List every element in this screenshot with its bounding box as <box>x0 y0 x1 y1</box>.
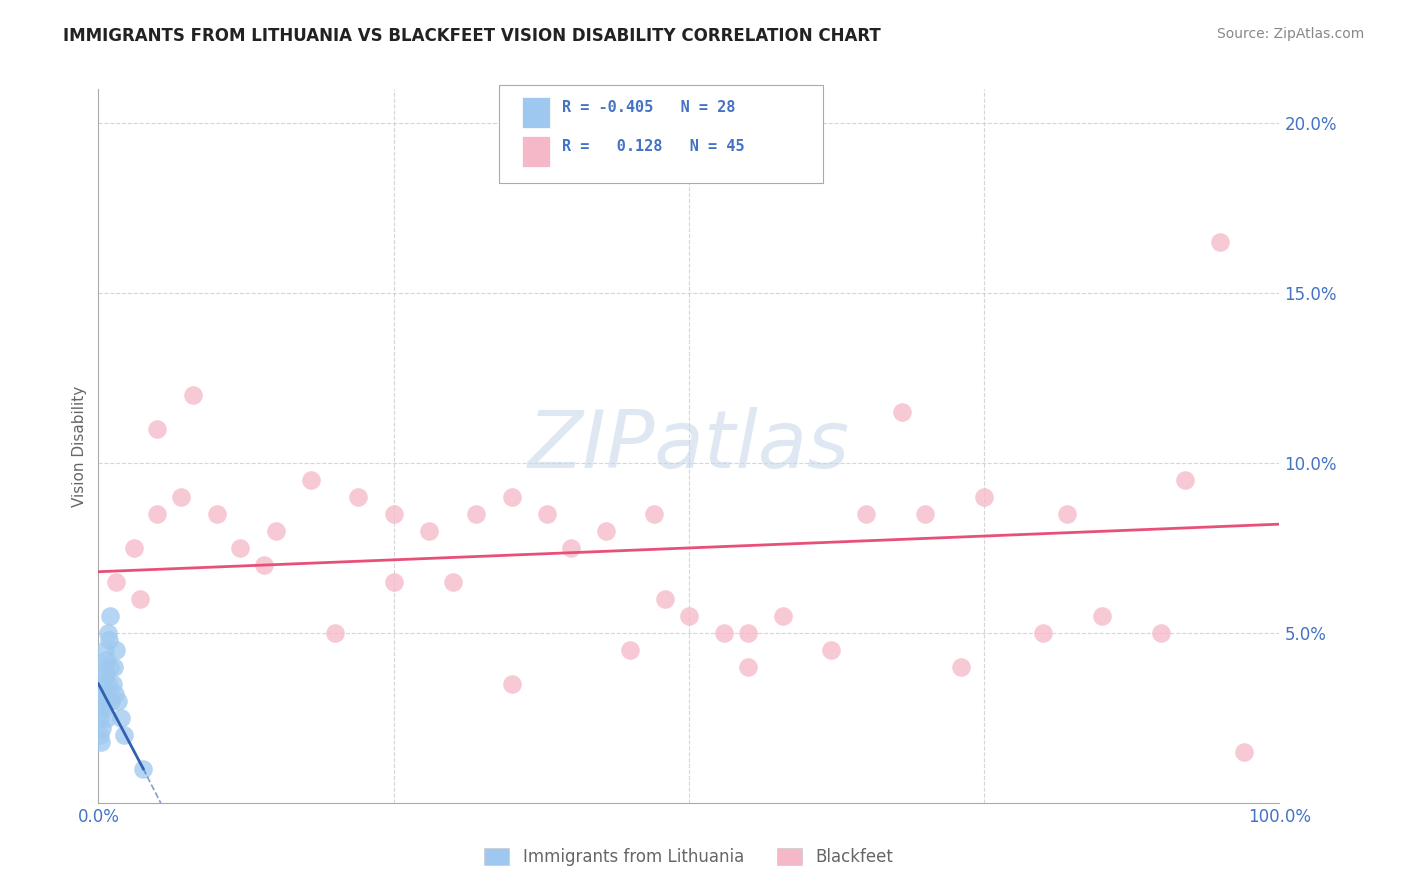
Point <box>595 524 617 538</box>
Point <box>96 694 118 708</box>
Point <box>1032 626 1054 640</box>
Point <box>132 762 155 776</box>
Point <box>737 626 759 640</box>
Point <box>501 677 523 691</box>
Y-axis label: Vision Disability: Vision Disability <box>72 385 87 507</box>
Point <box>949 660 972 674</box>
Point <box>107 694 129 708</box>
Point <box>347 490 370 504</box>
Point <box>146 422 169 436</box>
Point <box>93 700 115 714</box>
Point <box>1150 626 1173 640</box>
Point <box>264 524 287 538</box>
Point <box>973 490 995 504</box>
Point <box>855 507 877 521</box>
Point <box>97 677 120 691</box>
Point <box>418 524 440 538</box>
Legend: Immigrants from Lithuania, Blackfeet: Immigrants from Lithuania, Blackfeet <box>478 841 900 873</box>
Point <box>465 507 488 521</box>
Point <box>441 574 464 589</box>
Text: Source: ZipAtlas.com: Source: ZipAtlas.com <box>1216 27 1364 41</box>
Point <box>98 608 121 623</box>
Point <box>170 490 193 504</box>
Point <box>89 728 111 742</box>
Point <box>890 405 912 419</box>
Point <box>97 626 120 640</box>
Point <box>678 608 700 623</box>
Point <box>98 660 121 674</box>
Point <box>382 507 405 521</box>
Point <box>91 660 114 674</box>
Point <box>536 507 558 521</box>
Point <box>93 687 115 701</box>
Point <box>90 694 112 708</box>
Text: IMMIGRANTS FROM LITHUANIA VS BLACKFEET VISION DISABILITY CORRELATION CHART: IMMIGRANTS FROM LITHUANIA VS BLACKFEET V… <box>63 27 882 45</box>
Point <box>914 507 936 521</box>
Point <box>94 666 117 681</box>
Point <box>1233 745 1256 759</box>
Point <box>89 711 111 725</box>
Point <box>1056 507 1078 521</box>
Point <box>112 728 135 742</box>
Text: R =   0.128   N = 45: R = 0.128 N = 45 <box>562 139 745 154</box>
Point <box>253 558 276 572</box>
Point <box>90 734 112 748</box>
Point <box>100 694 122 708</box>
Text: R = -0.405   N = 28: R = -0.405 N = 28 <box>562 100 735 115</box>
Point <box>501 490 523 504</box>
Point <box>98 632 121 647</box>
Point <box>105 574 128 589</box>
Point <box>229 541 252 555</box>
Point <box>96 711 118 725</box>
Point <box>654 591 676 606</box>
Point <box>560 541 582 555</box>
Point <box>299 473 322 487</box>
Point <box>205 507 228 521</box>
Point <box>181 388 204 402</box>
Point <box>105 643 128 657</box>
Point <box>1174 473 1197 487</box>
Point <box>737 660 759 674</box>
Point <box>101 677 124 691</box>
Point <box>1091 608 1114 623</box>
Point <box>104 687 127 701</box>
Point <box>643 507 665 521</box>
Point <box>110 711 132 725</box>
Point <box>323 626 346 640</box>
Point <box>820 643 842 657</box>
Point <box>619 643 641 657</box>
Point <box>1209 235 1232 249</box>
Point <box>91 721 114 735</box>
Point <box>94 653 117 667</box>
Point <box>128 591 150 606</box>
Text: ZIPatlas: ZIPatlas <box>527 407 851 485</box>
Point <box>146 507 169 521</box>
Point <box>382 574 405 589</box>
Point <box>772 608 794 623</box>
Point <box>122 541 145 555</box>
Point <box>713 626 735 640</box>
Point <box>103 660 125 674</box>
Point <box>94 643 117 657</box>
Point <box>91 677 114 691</box>
